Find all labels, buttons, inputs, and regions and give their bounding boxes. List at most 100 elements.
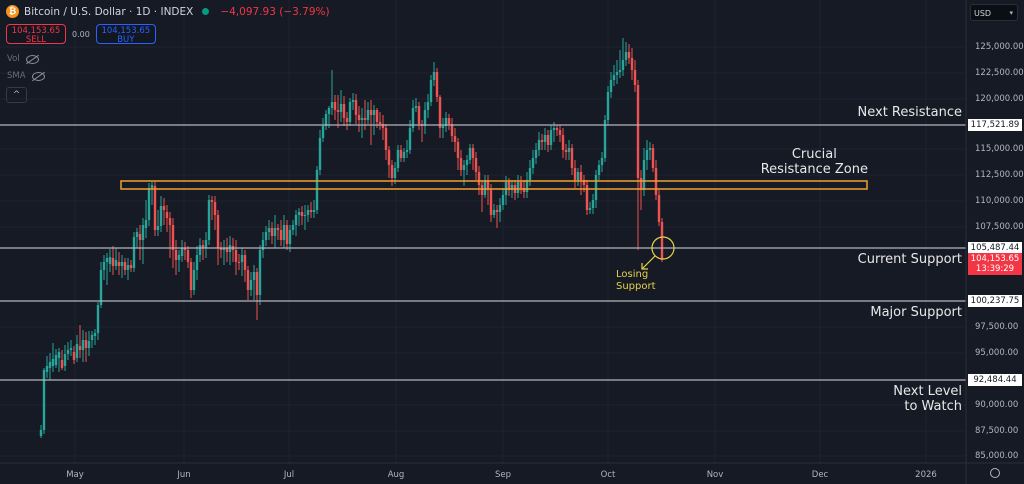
price-tick-label: 87,500.00 xyxy=(975,426,1019,436)
candle xyxy=(261,240,265,250)
candle xyxy=(258,250,262,295)
candle xyxy=(408,128,412,150)
price-tick-label: 115,000.00 xyxy=(975,144,1024,154)
candle xyxy=(465,160,469,165)
candle xyxy=(612,75,616,80)
candle xyxy=(618,70,622,72)
candle xyxy=(204,240,208,248)
candle xyxy=(474,158,478,172)
crucial-resistance-zone[interactable] xyxy=(120,180,868,190)
candle xyxy=(615,72,619,75)
next-level-line2: to Watch xyxy=(904,399,962,414)
indicator-vol[interactable]: Vol xyxy=(7,54,39,64)
candle xyxy=(285,225,289,244)
candle xyxy=(102,262,106,270)
candle xyxy=(624,52,628,60)
buy-price: 104,153.65 xyxy=(101,26,151,36)
candle xyxy=(279,230,283,240)
candle xyxy=(330,102,334,108)
candle xyxy=(522,188,526,192)
candle xyxy=(288,230,292,244)
candle xyxy=(90,335,94,340)
candle-countdown: 13:39:29 xyxy=(975,264,1015,274)
candle xyxy=(510,185,514,190)
candle xyxy=(225,248,229,252)
candle xyxy=(141,225,145,240)
candle xyxy=(345,118,349,122)
candle xyxy=(582,180,586,185)
buy-button[interactable]: 104,153.65 BUY xyxy=(95,24,156,45)
candle xyxy=(201,245,205,248)
eye-hidden-icon[interactable] xyxy=(25,54,39,64)
candle xyxy=(639,178,643,190)
candle xyxy=(468,148,472,160)
candle xyxy=(75,344,79,358)
candle xyxy=(657,195,661,222)
candle xyxy=(69,348,73,350)
candle xyxy=(165,212,169,218)
candle xyxy=(117,262,121,266)
settings-gear-icon[interactable] xyxy=(990,468,1000,478)
candle xyxy=(39,430,43,436)
candle xyxy=(528,168,532,180)
candle xyxy=(540,140,544,142)
indicator-sma[interactable]: SMA xyxy=(7,71,45,81)
candle xyxy=(96,305,100,333)
candle xyxy=(60,360,64,368)
time-tick-label: 2026 xyxy=(915,470,937,480)
sell-price: 104,153.65 xyxy=(11,26,61,36)
candle xyxy=(627,52,631,58)
currency-value: USD xyxy=(974,9,992,18)
next-resistance-label: Next Resistance xyxy=(857,105,962,120)
price-tick-label: 107,500.00 xyxy=(975,222,1024,232)
candle xyxy=(222,248,226,250)
spread-value: 0.00 xyxy=(72,29,90,39)
candle xyxy=(168,218,172,225)
candle xyxy=(234,250,238,262)
candle xyxy=(309,210,313,212)
candle xyxy=(606,92,610,120)
candle xyxy=(417,106,421,124)
candle xyxy=(51,359,55,366)
symbol-title[interactable]: Bitcoin / U.S. Dollar · 1D · INDEX xyxy=(24,5,194,18)
candle xyxy=(363,118,367,120)
collapse-indicators-button[interactable]: ^ xyxy=(6,87,27,103)
eye-hidden-icon[interactable] xyxy=(31,71,45,81)
candle xyxy=(495,210,499,212)
candle xyxy=(240,255,244,262)
candle xyxy=(534,150,538,158)
candle xyxy=(498,205,502,212)
candle xyxy=(435,72,439,97)
candle xyxy=(339,104,343,112)
candle xyxy=(543,135,547,142)
candle xyxy=(297,212,301,215)
currency-select[interactable]: USD ▾ xyxy=(970,4,1018,21)
candle xyxy=(381,124,385,128)
candle xyxy=(399,150,403,158)
candle xyxy=(78,346,82,350)
candle xyxy=(237,262,241,263)
candle xyxy=(147,188,151,220)
sell-button[interactable]: 104,153.65 SELL xyxy=(6,24,66,45)
candle xyxy=(195,255,199,270)
candle xyxy=(159,206,163,226)
candle xyxy=(501,195,505,205)
candle xyxy=(321,126,325,138)
current-price: 104,153.65 xyxy=(970,254,1020,264)
candle xyxy=(84,340,88,348)
candle xyxy=(276,228,280,230)
candle xyxy=(333,102,337,110)
major-support-label: Major Support xyxy=(870,305,962,320)
candle xyxy=(186,250,190,262)
candle xyxy=(249,280,253,290)
candle xyxy=(597,165,601,175)
candle xyxy=(171,225,175,250)
grid-lines xyxy=(0,0,966,463)
candle xyxy=(243,255,247,270)
price-tick-label: 95,000.00 xyxy=(975,348,1019,358)
candles xyxy=(39,38,664,438)
candle xyxy=(318,138,322,170)
time-tick-label: Jul xyxy=(283,470,295,480)
candle xyxy=(561,135,565,150)
